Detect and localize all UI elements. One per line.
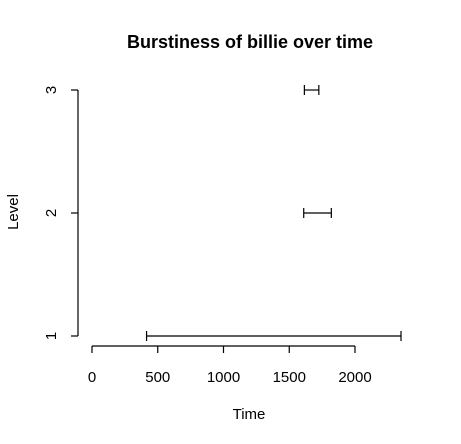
y-axis-label: Level <box>5 194 22 230</box>
burst-intervals <box>145 85 402 341</box>
y-axis-ticks: 1 2 3 <box>43 86 78 340</box>
y-tick-label: 3 <box>43 86 60 94</box>
x-tick-label: 1000 <box>207 369 240 386</box>
burst-interval-level-1 <box>145 331 402 341</box>
burst-interval-level-2 <box>303 208 332 218</box>
x-axis-label: Time <box>233 406 266 423</box>
y-tick-label: 2 <box>43 209 60 217</box>
x-tick-label: 2000 <box>338 369 371 386</box>
y-tick-label: 1 <box>43 332 60 340</box>
x-tick-label: 0 <box>88 369 96 386</box>
x-axis-ticks: 0 500 1000 1500 2000 <box>88 346 372 386</box>
chart-title: Burstiness of billie over time <box>127 32 373 52</box>
burst-interval-level-3 <box>303 85 320 95</box>
x-tick-label: 500 <box>145 369 170 386</box>
x-tick-label: 1500 <box>273 369 306 386</box>
